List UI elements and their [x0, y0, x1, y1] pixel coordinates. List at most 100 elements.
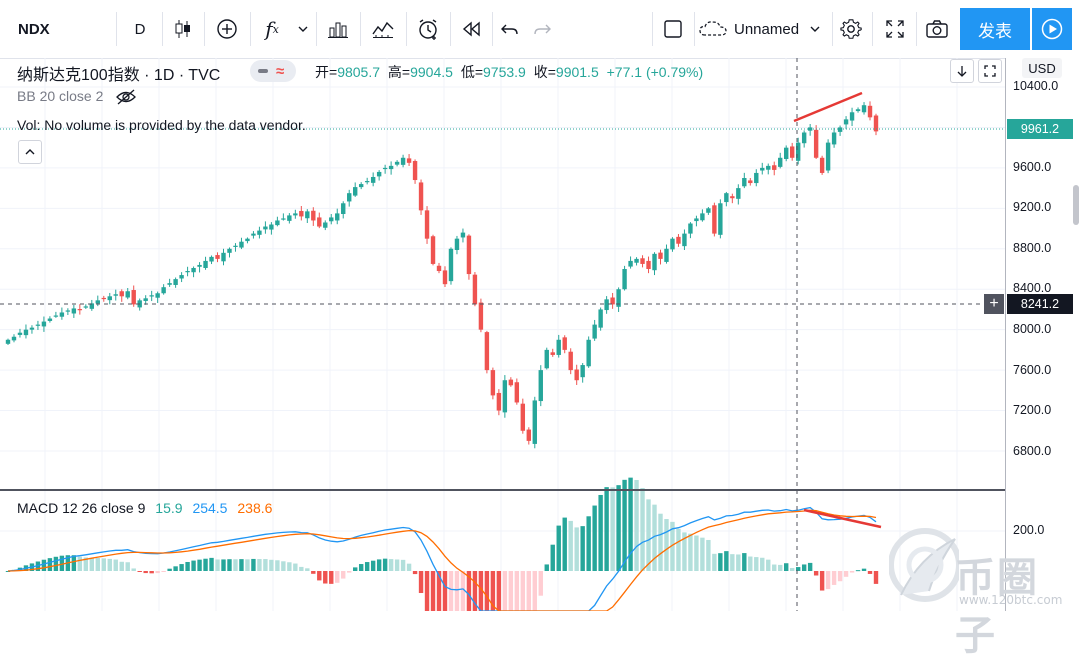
candle-body	[604, 299, 609, 311]
candle-body	[718, 203, 723, 235]
crosshair-add-icon[interactable]: +	[984, 294, 1004, 314]
candle-body	[215, 255, 220, 259]
layout-name-button[interactable]: Unnamed	[698, 8, 830, 50]
macd-histogram-bar	[263, 559, 268, 571]
alert-clock-icon[interactable]	[410, 8, 446, 50]
macd-histogram-bar	[676, 528, 681, 571]
macd-histogram-bar	[867, 571, 873, 574]
currency-badge[interactable]: USD	[1022, 58, 1062, 78]
macd-histogram-bar	[586, 516, 591, 571]
symbol-search-button[interactable]: NDX	[8, 8, 118, 50]
macd-histogram-bar	[652, 504, 657, 571]
pane-separator[interactable]	[0, 489, 1005, 491]
publish-button[interactable]: 发表	[960, 8, 1030, 50]
candle-body	[233, 245, 238, 247]
indicators-x: x	[272, 22, 279, 36]
ohlc-legend: 开=9805.7 高=9904.5 低=9753.9 收=9901.5 +77.…	[315, 64, 704, 80]
macd-histogram-bar	[71, 555, 77, 571]
macd-histogram-bar	[370, 560, 376, 571]
macd-histogram-bar	[251, 558, 256, 571]
candle-body	[23, 329, 29, 336]
axis-tick: 7200.0	[1013, 403, 1052, 417]
collapse-legend-button[interactable]	[18, 140, 42, 164]
macd-histogram-bar	[269, 559, 274, 571]
axis-scroll-handle[interactable]	[1073, 185, 1079, 225]
candle-body	[131, 290, 136, 305]
replay-icon[interactable]	[454, 8, 488, 50]
layout-square-icon[interactable]	[656, 8, 690, 50]
snapshot-camera-icon[interactable]	[918, 8, 956, 50]
candle-body	[448, 248, 454, 282]
candle-body	[442, 270, 448, 285]
toolbar-divider	[360, 12, 361, 46]
axis-tick: 8000.0	[1013, 322, 1052, 336]
axis-tick: 9600.0	[1013, 160, 1052, 174]
macd-histogram-bar	[472, 571, 478, 611]
compare-add-icon[interactable]	[208, 8, 246, 50]
open-value: 9805.7	[337, 64, 381, 80]
candle-body	[682, 233, 687, 247]
undo-icon[interactable]	[496, 8, 524, 50]
macd-histogram-bar	[101, 558, 106, 571]
minus-icon	[258, 69, 268, 73]
candle-style-icon[interactable]	[166, 8, 200, 50]
axis-tick: 10400.0	[1013, 79, 1059, 93]
candle-body	[556, 339, 561, 355]
candle-body	[676, 236, 681, 244]
maximize-pane-button[interactable]	[978, 59, 1002, 83]
candle-body	[490, 370, 496, 396]
chevron-down-icon[interactable]	[292, 8, 314, 50]
macd-line	[7, 506, 877, 611]
macd-histogram-bar	[604, 487, 609, 571]
macd-histogram-bar	[460, 571, 466, 611]
macd-line-value: 254.5	[192, 500, 228, 516]
candle-body	[658, 252, 663, 259]
candle-body	[263, 226, 268, 230]
candle-body	[424, 210, 430, 239]
macd-histogram-bar	[394, 559, 400, 571]
macd-histogram-bar	[179, 564, 184, 571]
candle-body	[239, 241, 244, 248]
macd-histogram-bar	[568, 520, 573, 571]
templates-icon[interactable]	[364, 8, 402, 50]
macd-histogram-bar	[748, 556, 753, 571]
redo-icon[interactable]	[528, 8, 556, 50]
candle-body	[388, 165, 394, 170]
toolbar-divider	[116, 12, 117, 46]
settings-gear-icon[interactable]	[834, 8, 868, 50]
macd-histogram-bar	[418, 571, 424, 594]
macd-histogram-bar	[574, 527, 579, 571]
candle-body	[113, 294, 118, 296]
data-status-chip[interactable]: ≈	[250, 60, 296, 82]
axis-tick: 7600.0	[1013, 363, 1052, 377]
macd-histogram-bar	[670, 521, 675, 571]
candle-body	[167, 283, 172, 285]
candle-body	[646, 260, 651, 269]
macd-histogram-bar	[89, 557, 95, 571]
candle-body	[418, 182, 424, 211]
toolbar-divider	[406, 12, 407, 46]
publish-label: 发表	[978, 21, 1012, 41]
macd-histogram-bar	[556, 525, 561, 571]
macd-histogram-bar	[107, 558, 112, 571]
price-axis[interactable]	[1005, 58, 1080, 611]
candle-body	[586, 339, 591, 367]
candle-body	[155, 293, 160, 298]
candle-body	[299, 210, 304, 217]
download-arrow-button[interactable]	[950, 59, 974, 83]
price-trendline	[793, 91, 863, 123]
price-chart[interactable]	[0, 58, 1005, 611]
macd-histogram-bar	[5, 571, 11, 572]
financials-chart-icon[interactable]	[320, 8, 356, 50]
macd-histogram-bar	[634, 480, 639, 571]
eye-hidden-icon[interactable]	[115, 88, 137, 111]
macd-histogram-bar	[478, 571, 484, 611]
macd-histogram-bar	[598, 494, 603, 571]
candle-body	[29, 327, 35, 330]
candle-body	[59, 312, 65, 317]
interval-button[interactable]: D	[122, 8, 158, 50]
fullscreen-icon[interactable]	[876, 8, 914, 50]
play-icon[interactable]	[1032, 8, 1072, 50]
toolbar-divider	[872, 12, 873, 46]
